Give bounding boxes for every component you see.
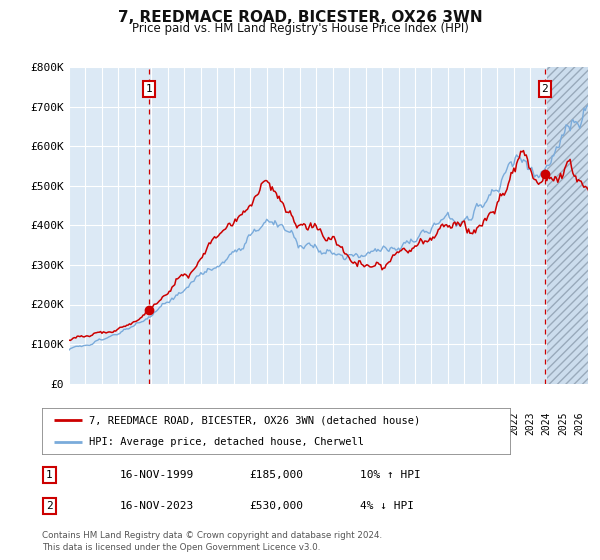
Text: 2: 2 xyxy=(541,84,548,94)
Text: 2021: 2021 xyxy=(493,411,502,435)
Text: £530,000: £530,000 xyxy=(249,501,303,511)
Text: 1996: 1996 xyxy=(80,411,91,435)
Text: 1995: 1995 xyxy=(64,411,74,435)
Text: 2008: 2008 xyxy=(278,411,288,435)
Text: 2001: 2001 xyxy=(163,411,173,435)
Text: 1999: 1999 xyxy=(130,411,140,435)
Text: 2013: 2013 xyxy=(361,411,371,435)
Text: 2022: 2022 xyxy=(509,411,519,435)
Text: 2023: 2023 xyxy=(526,411,535,435)
Text: 2006: 2006 xyxy=(245,411,255,435)
Text: 2003: 2003 xyxy=(196,411,206,435)
Text: 2014: 2014 xyxy=(377,411,387,435)
Text: Contains HM Land Registry data © Crown copyright and database right 2024.: Contains HM Land Registry data © Crown c… xyxy=(42,531,382,540)
Text: 2005: 2005 xyxy=(229,411,239,435)
Text: 2002: 2002 xyxy=(179,411,190,435)
Text: 2015: 2015 xyxy=(394,411,404,435)
Text: 4% ↓ HPI: 4% ↓ HPI xyxy=(360,501,414,511)
Text: HPI: Average price, detached house, Cherwell: HPI: Average price, detached house, Cher… xyxy=(89,437,364,447)
Text: 2024: 2024 xyxy=(542,411,552,435)
Text: 2010: 2010 xyxy=(311,411,321,435)
Text: 1: 1 xyxy=(46,470,53,480)
Text: 2017: 2017 xyxy=(427,411,436,435)
Text: 1998: 1998 xyxy=(113,411,124,435)
Text: 2009: 2009 xyxy=(295,411,305,435)
Text: This data is licensed under the Open Government Licence v3.0.: This data is licensed under the Open Gov… xyxy=(42,543,320,552)
Text: 2012: 2012 xyxy=(344,411,354,435)
Text: 7, REEDMACE ROAD, BICESTER, OX26 3WN (detached house): 7, REEDMACE ROAD, BICESTER, OX26 3WN (de… xyxy=(89,415,420,425)
Text: Price paid vs. HM Land Registry's House Price Index (HPI): Price paid vs. HM Land Registry's House … xyxy=(131,22,469,35)
Text: 2016: 2016 xyxy=(410,411,420,435)
Text: 2018: 2018 xyxy=(443,411,453,435)
Text: 2000: 2000 xyxy=(146,411,157,435)
Bar xyxy=(547,67,588,384)
Text: 7, REEDMACE ROAD, BICESTER, OX26 3WN: 7, REEDMACE ROAD, BICESTER, OX26 3WN xyxy=(118,10,482,25)
Text: 1997: 1997 xyxy=(97,411,107,435)
Text: 2004: 2004 xyxy=(212,411,222,435)
Text: 16-NOV-2023: 16-NOV-2023 xyxy=(120,501,194,511)
Text: 2019: 2019 xyxy=(460,411,469,435)
Text: 2020: 2020 xyxy=(476,411,486,435)
Text: £185,000: £185,000 xyxy=(249,470,303,480)
Text: 2: 2 xyxy=(46,501,53,511)
Text: 1: 1 xyxy=(146,84,152,94)
Text: 10% ↑ HPI: 10% ↑ HPI xyxy=(360,470,421,480)
Text: 2025: 2025 xyxy=(558,411,568,435)
Text: 2011: 2011 xyxy=(328,411,338,435)
Text: 2007: 2007 xyxy=(262,411,272,435)
Text: 2026: 2026 xyxy=(575,411,585,435)
Text: 16-NOV-1999: 16-NOV-1999 xyxy=(120,470,194,480)
